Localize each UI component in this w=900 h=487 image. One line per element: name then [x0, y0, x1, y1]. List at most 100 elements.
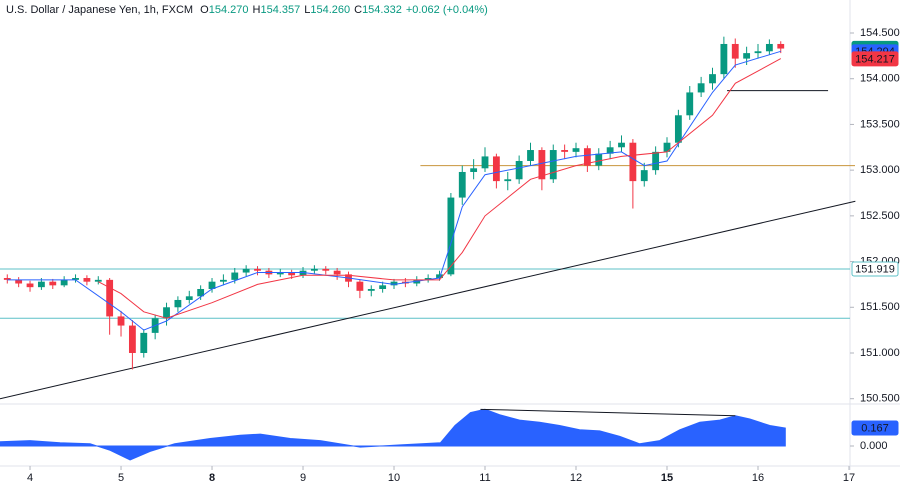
- symbol: U.S. Dollar / Japanese Yen, 1h, FXCM: [6, 4, 194, 16]
- y-tick-label: 154.500: [860, 27, 900, 39]
- candle-body: [481, 156, 489, 169]
- ohlc-value: 154.332: [362, 4, 402, 16]
- candle-body: [674, 115, 682, 143]
- candle-body: [709, 74, 716, 84]
- candle-body: [83, 278, 91, 282]
- candle-body: [447, 197, 455, 275]
- ohlc-value: 154.260: [310, 4, 351, 16]
- candle-body: [606, 147, 614, 154]
- candle-body: [185, 296, 193, 300]
- candle-body: [208, 281, 216, 289]
- price-tag: [851, 51, 899, 67]
- candle-body: [686, 92, 694, 116]
- candle-body: [128, 325, 136, 353]
- candle-body: [26, 283, 34, 288]
- y-tick-label: 150.500: [860, 393, 900, 405]
- candle-body: [504, 179, 512, 182]
- candle-body: [322, 268, 330, 271]
- candle-body: [492, 156, 500, 182]
- price-tag: [851, 261, 899, 277]
- candle-body: [527, 150, 534, 161]
- x-tick-label: 12: [570, 472, 582, 484]
- y-tick-label: 152.500: [860, 210, 900, 222]
- candle-body: [276, 272, 284, 275]
- candle-body: [117, 316, 125, 326]
- candle-body: [197, 288, 205, 297]
- candle-body: [37, 281, 45, 288]
- candle-body: [254, 268, 261, 271]
- candle-body: [777, 43, 785, 49]
- candle-body: [163, 307, 170, 319]
- ohlc-label: C: [354, 4, 363, 16]
- y-tick-label: 0.000: [860, 440, 888, 452]
- ohlc-item: C154.332: [354, 4, 402, 16]
- candle-body: [106, 279, 114, 317]
- candle-body: [288, 272, 296, 276]
- x-tick-label: 8: [209, 472, 215, 484]
- ohlc-value: 154.357: [260, 4, 301, 16]
- candle-body: [49, 281, 57, 286]
- candle-body: [379, 285, 387, 289]
- x-tick-label: 9: [300, 472, 306, 484]
- candle-body: [367, 288, 375, 291]
- price-tag-label: 151.919: [855, 263, 895, 275]
- x-tick-label: 15: [661, 472, 673, 484]
- candle-body: [356, 281, 364, 291]
- candle-body: [629, 142, 637, 182]
- candle-body: [583, 148, 591, 166]
- candle-body: [242, 268, 250, 273]
- candle-body: [549, 150, 557, 180]
- moving-average: [98, 58, 782, 319]
- candle-body: [140, 332, 148, 353]
- ohlc-item: H154.357: [253, 4, 301, 16]
- candle-body: [60, 279, 68, 286]
- y-tick-label: 151.000: [860, 347, 900, 359]
- x-tick-label: 10: [388, 472, 400, 484]
- candle-body: [663, 142, 671, 152]
- candle-body: [424, 278, 432, 280]
- ohlc-item: +0.062 (+0.04%): [406, 4, 488, 16]
- candle-body: [743, 53, 751, 59]
- y-tick-label: 153.500: [860, 118, 900, 130]
- candle-body: [470, 168, 478, 172]
- ohlc-value: 154.270: [208, 4, 249, 16]
- ohlc-item: L154.260: [304, 4, 350, 16]
- candle-body: [765, 43, 773, 52]
- candle-body: [72, 278, 79, 280]
- candle-body: [595, 153, 603, 166]
- candle-body: [640, 170, 648, 182]
- x-tick-label: 4: [27, 472, 33, 484]
- ohlc-label: O: [200, 4, 209, 16]
- candle-body: [390, 281, 398, 286]
- y-tick-label: 154.000: [860, 73, 900, 85]
- candle-body: [618, 142, 625, 148]
- candle-body: [720, 43, 728, 75]
- candle-body: [538, 150, 546, 180]
- candle-body: [3, 278, 11, 280]
- candle-body: [174, 299, 182, 308]
- candle-body: [94, 279, 102, 282]
- trend-line: [0, 200, 856, 400]
- oscillator-area: [0, 408, 786, 461]
- price-tag: [851, 420, 899, 436]
- candle-body: [219, 279, 227, 282]
- y-tick-label: 153.000: [860, 164, 900, 176]
- ohlc-label: L: [304, 4, 311, 16]
- ohlc-label: H: [252, 4, 261, 16]
- moving-average: [7, 50, 781, 331]
- legend-header: U.S. Dollar / Japanese Yen, 1h, FXCM O15…: [6, 4, 496, 16]
- candle-body: [231, 272, 239, 280]
- x-tick-label: 17: [843, 472, 855, 484]
- candle-body: [15, 279, 23, 284]
- ohlc: O154.270 H154.357 L154.260 C154.332 +0.062 (…: [200, 4, 492, 16]
- candle-body: [731, 43, 739, 59]
- candle-body: [754, 51, 762, 54]
- ohlc-value: +0.062 (+0.04%): [405, 4, 488, 16]
- candle-body: [652, 151, 660, 171]
- price-tag-label: 0.167: [861, 422, 889, 434]
- candle-body: [310, 268, 318, 271]
- trend-line: [480, 408, 736, 417]
- price-tag-label: 154.217: [855, 53, 895, 65]
